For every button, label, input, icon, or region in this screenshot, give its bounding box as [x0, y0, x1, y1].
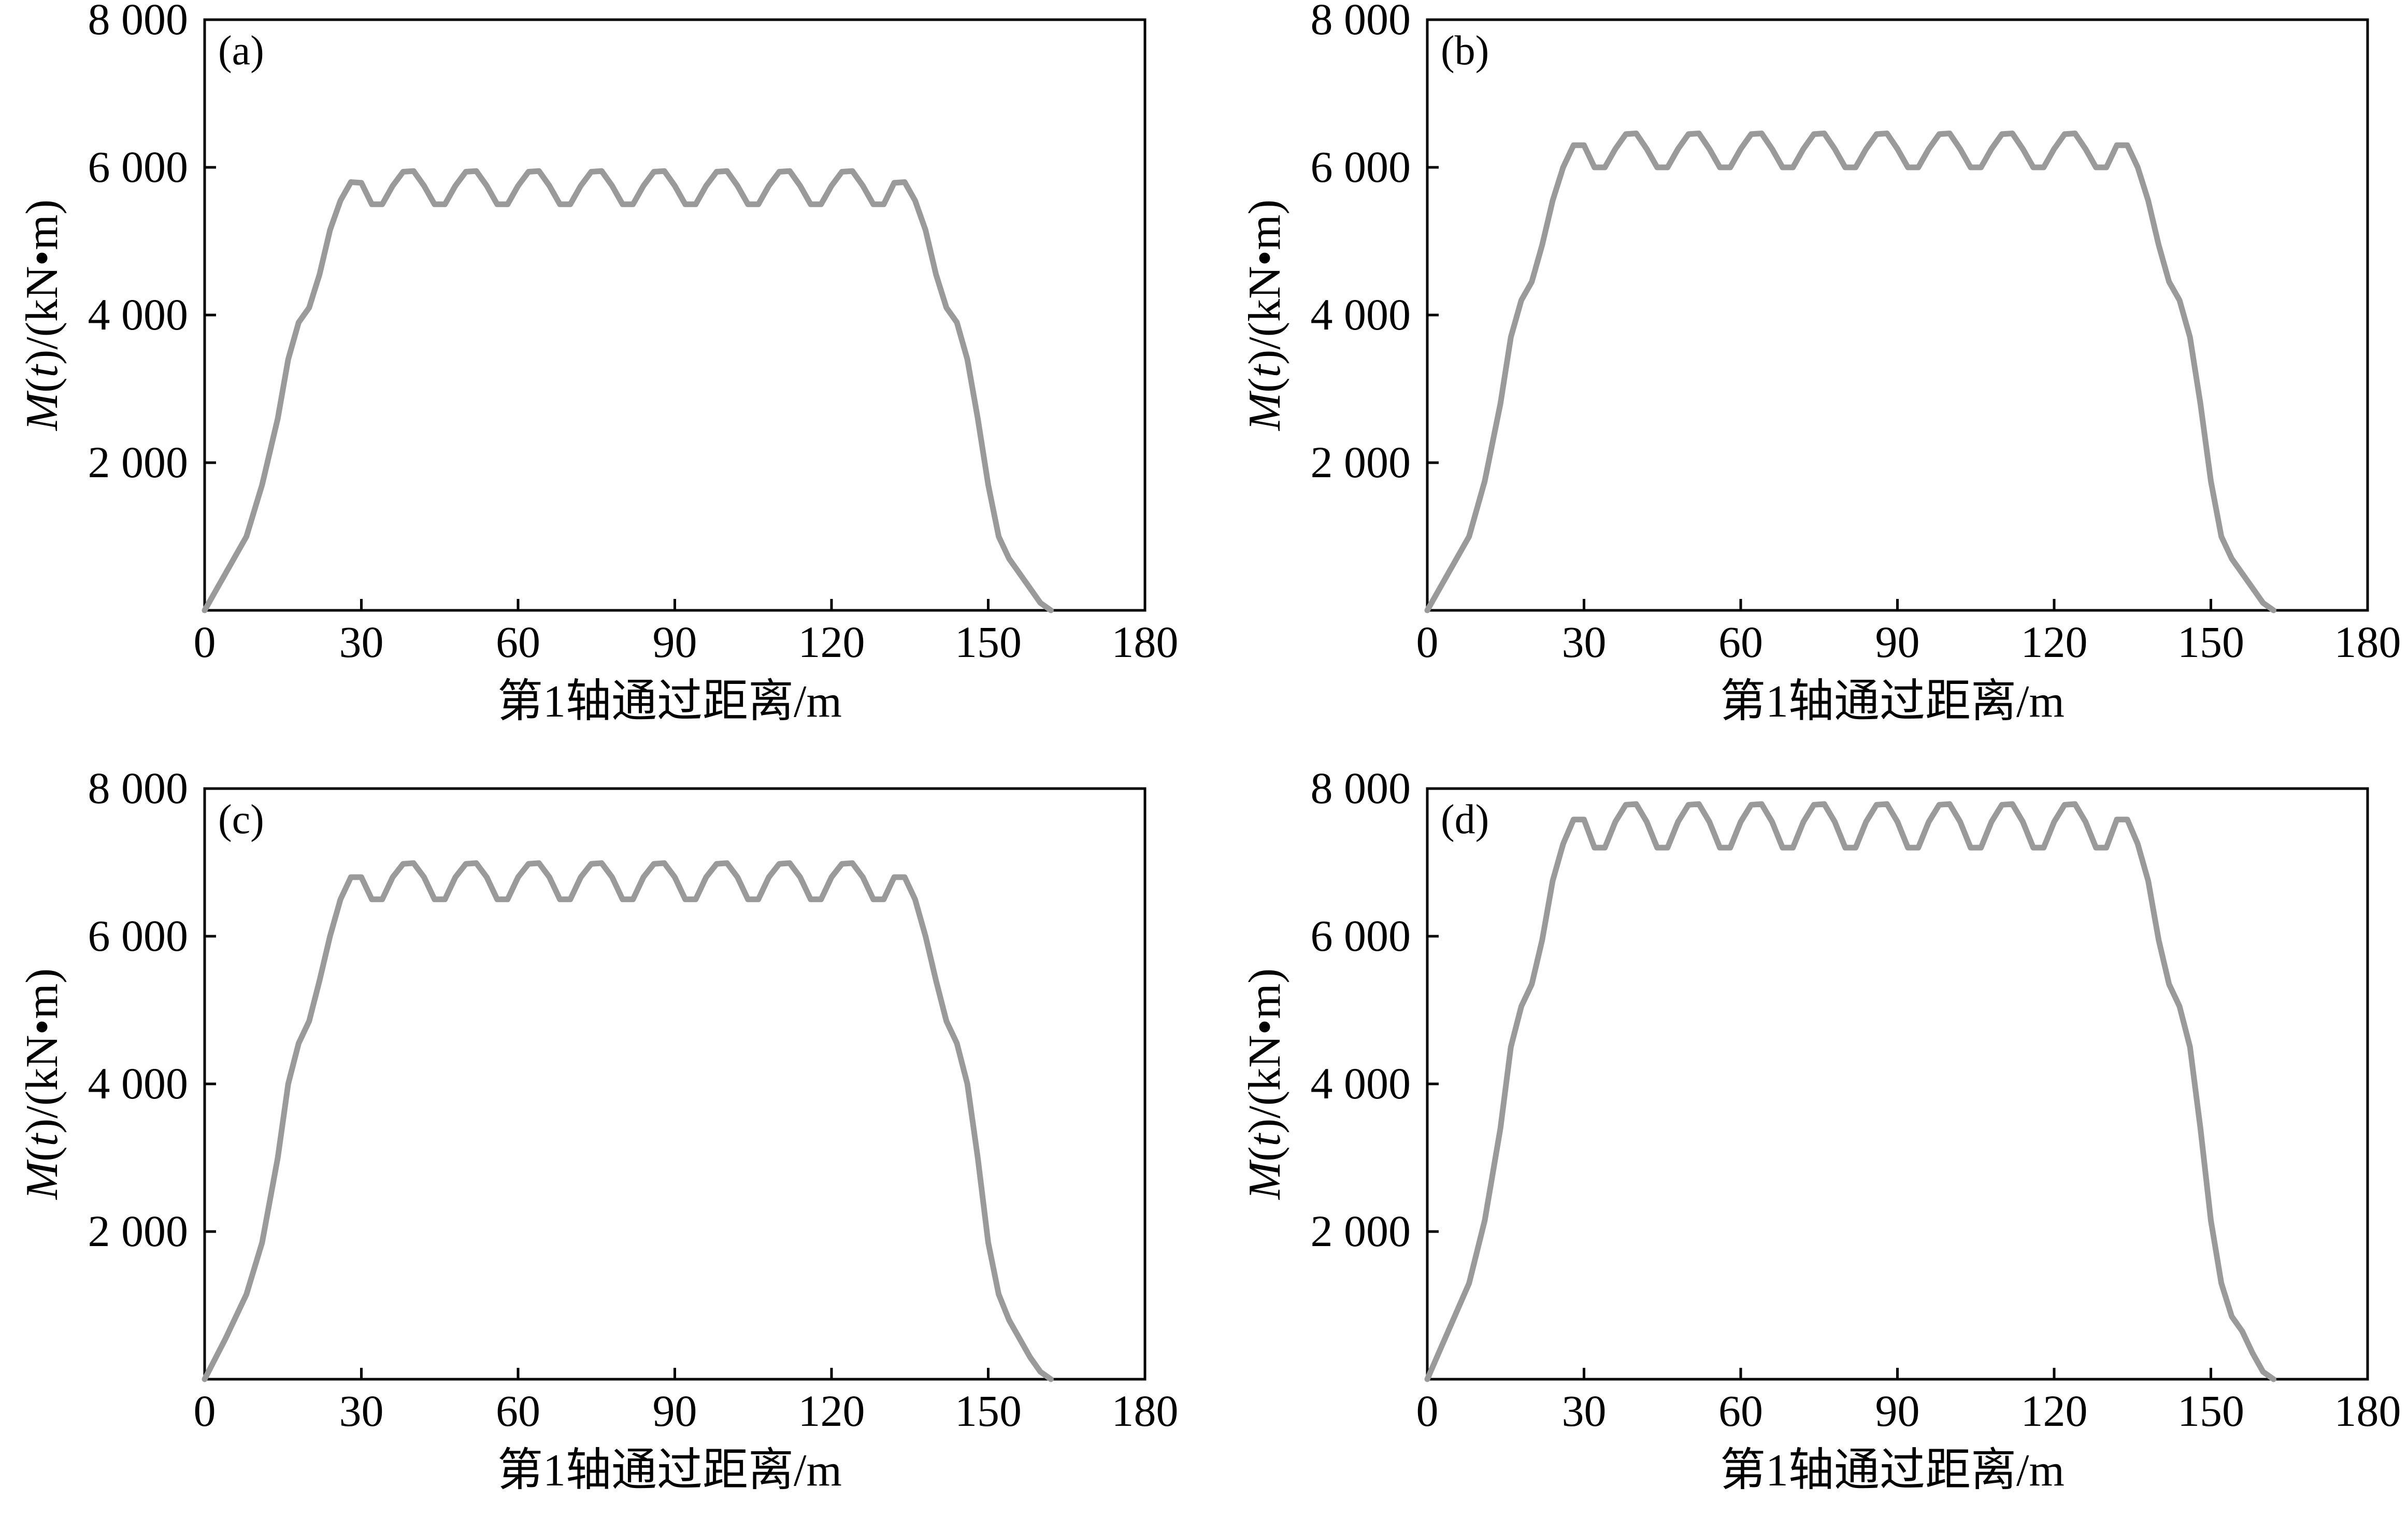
x-tick-label: 60 [1718, 1386, 1763, 1436]
chart-panel: 0 30 60 90 120 150 180 2 000 4 000 6 000 8 000 (c) 第… [17, 763, 1179, 1496]
series-line [202, 860, 1054, 1382]
y-tick-label: 8 000 [88, 763, 189, 813]
series-line [1424, 131, 2276, 613]
y-tick-label: 8 000 [1311, 763, 1411, 813]
y-tick-label: 4 000 [1311, 1059, 1411, 1108]
y-axis-title-part: ( [1240, 378, 1290, 393]
y-axis-title-part: t [17, 364, 67, 378]
chart-panel: 0 30 60 90 120 150 180 2 000 4 000 6 000 8 000 (b) 第… [1240, 0, 2401, 727]
x-tick-label: 180 [2334, 617, 2401, 667]
x-tick-label: 0 [194, 617, 216, 667]
x-axis-title: 第1轴通过距离/m [1720, 677, 2065, 727]
x-tick-label: 0 [1416, 617, 1439, 667]
x-tick-label: 60 [1718, 617, 1763, 667]
y-tick-label: 2 000 [1311, 1206, 1411, 1256]
y-tick-label: 2 000 [1311, 437, 1411, 487]
x-tick-label: 90 [1875, 617, 1920, 667]
x-tick-label: 0 [194, 1386, 216, 1436]
y-axis-title-part: ( [1240, 1147, 1290, 1162]
x-tick-label: 60 [496, 1386, 540, 1436]
x-tick-label: 30 [339, 1386, 384, 1436]
plot-frame [1426, 18, 2369, 612]
panel-label: (d) [1441, 797, 1489, 842]
x-tick-label: 0 [1416, 1386, 1439, 1436]
y-axis-title-part: M [17, 1159, 67, 1200]
y-tick-label: 4 000 [1311, 290, 1411, 339]
y-axis-title: M(t)/(kN•m) [1240, 199, 1290, 432]
x-axis-title: 第1轴通过距离/m [497, 677, 842, 727]
y-axis-title-part: t [17, 1133, 67, 1147]
y-tick-label: 4 000 [88, 1059, 189, 1108]
plot-frame [203, 18, 1146, 612]
x-tick-label: 180 [1112, 1386, 1179, 1436]
y-axis-title-part: )/(kN•m) [1240, 968, 1290, 1134]
x-tick-label: 90 [653, 617, 697, 667]
y-tick-label: 6 000 [88, 911, 189, 961]
y-tick-label: 2 000 [88, 1206, 189, 1256]
chart-panel: 0 30 60 90 120 150 180 2 000 4 000 6 000 8 000 (a) 第… [17, 0, 1179, 727]
x-axis-title: 第1轴通过距离/m [497, 1446, 842, 1496]
x-tick-label: 150 [955, 1386, 1022, 1436]
chart-panel: 0 30 60 90 120 150 180 2 000 4 000 6 000 8 000 (d) 第… [1240, 763, 2401, 1496]
y-tick-label: 6 000 [1311, 142, 1411, 192]
x-tick-label: 120 [2021, 617, 2088, 667]
x-tick-label: 120 [798, 617, 865, 667]
panel-label: (c) [218, 797, 264, 842]
x-tick-label: 120 [2021, 1386, 2088, 1436]
x-tick-label: 60 [496, 617, 540, 667]
y-axis-title: M(t)/(kN•m) [17, 199, 67, 432]
x-tick-label: 180 [2334, 1386, 2401, 1436]
y-tick-label: 2 000 [88, 437, 189, 487]
panel-label: (a) [218, 28, 264, 74]
x-tick-label: 150 [2177, 1386, 2244, 1436]
y-axis-title: M(t)/(kN•m) [1240, 968, 1290, 1200]
y-axis-title-part: ( [17, 378, 67, 393]
series-line [202, 168, 1054, 613]
y-axis-title-part: t [1240, 1133, 1290, 1147]
x-tick-label: 30 [339, 617, 384, 667]
y-axis-title-part: )/(kN•m) [17, 199, 67, 365]
y-axis-title-part: )/(kN•m) [1240, 199, 1290, 365]
y-axis-title-part: t [1240, 364, 1290, 378]
y-axis-title: M(t)/(kN•m) [17, 968, 67, 1200]
x-tick-label: 30 [1562, 617, 1607, 667]
y-axis-title-part: ( [17, 1147, 67, 1162]
y-tick-label: 6 000 [88, 142, 189, 192]
x-axis-title: 第1轴通过距离/m [1720, 1446, 2065, 1496]
x-tick-label: 90 [1875, 1386, 1920, 1436]
y-tick-label: 8 000 [1311, 0, 1411, 44]
panel-label: (b) [1441, 28, 1489, 74]
series-line [1424, 801, 2276, 1382]
x-tick-label: 120 [798, 1386, 865, 1436]
x-tick-label: 180 [1112, 617, 1179, 667]
x-tick-label: 150 [955, 617, 1022, 667]
y-axis-title-part: M [17, 390, 67, 432]
y-tick-label: 8 000 [88, 0, 189, 44]
x-tick-label: 150 [2177, 617, 2244, 667]
y-tick-label: 4 000 [88, 290, 189, 339]
y-axis-title-part: )/(kN•m) [17, 968, 67, 1134]
y-axis-title-part: M [1240, 390, 1290, 432]
y-axis-title-part: M [1240, 1159, 1290, 1200]
x-tick-label: 30 [1562, 1386, 1607, 1436]
x-tick-label: 90 [653, 1386, 697, 1436]
y-tick-label: 6 000 [1311, 911, 1411, 961]
